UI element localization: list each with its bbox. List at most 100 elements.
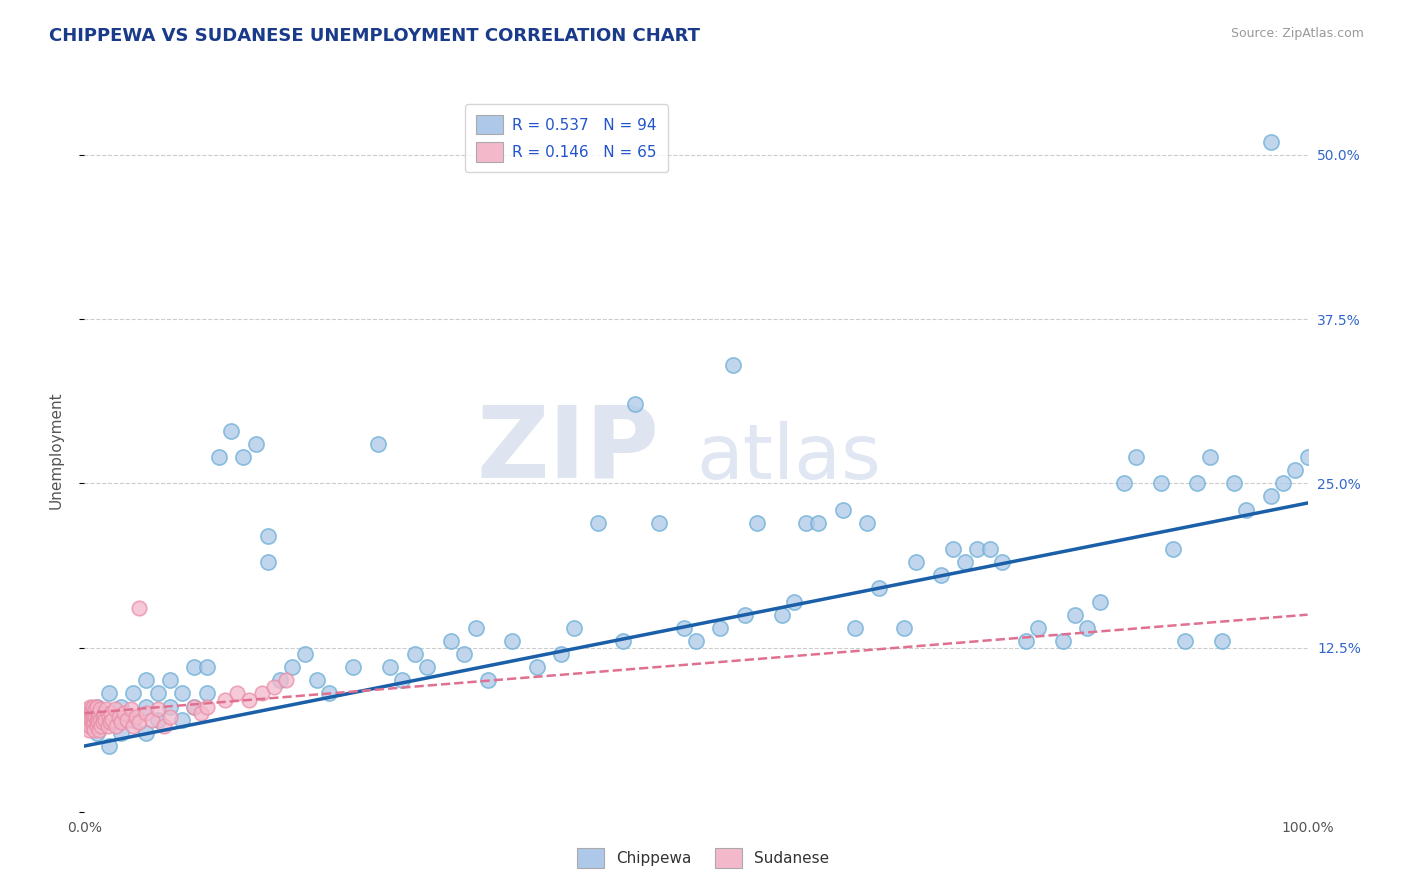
Point [232,450,254,464]
Point [97,713,120,727]
Point [135,699,157,714]
Point [1284,463,1306,477]
Point [294,647,316,661]
Point [1223,476,1246,491]
Point [1015,634,1038,648]
Point [97,686,120,700]
Point [120,702,142,716]
Point [1211,634,1233,648]
Point [84,710,107,724]
Point [979,541,1001,556]
Point [77,719,100,733]
Point [794,516,817,530]
Text: ZIP: ZIP [477,402,659,499]
Point [82,710,104,724]
Point [83,723,105,738]
Point [141,713,163,727]
Point [1272,476,1295,491]
Point [77,702,100,716]
Point [942,541,965,556]
Point [79,719,101,733]
Point [83,706,105,721]
Point [135,726,157,740]
Point [183,699,205,714]
Point [318,686,340,700]
Point [112,706,135,721]
Point [391,673,413,688]
Point [159,699,181,714]
Point [1187,476,1209,491]
Point [183,660,205,674]
Point [214,693,236,707]
Point [257,555,280,569]
Point [146,686,169,700]
Point [1174,634,1197,648]
Point [648,516,671,530]
Point [101,713,124,727]
Point [84,702,107,716]
Point [125,710,148,724]
Point [685,634,707,648]
Point [477,673,499,688]
Point [502,634,524,648]
Point [1150,476,1173,491]
Point [562,621,585,635]
Point [97,739,120,753]
Point [146,713,169,727]
Point [77,706,100,721]
Point [96,702,118,716]
Point [1161,541,1184,556]
Point [1028,621,1050,635]
Point [257,529,280,543]
Point [100,706,122,721]
Point [107,710,129,724]
Point [1064,607,1087,622]
Text: atlas: atlas [696,421,880,495]
Point [1076,621,1098,635]
Y-axis label: Unemployment: Unemployment [49,392,63,509]
Point [159,673,181,688]
Point [86,699,108,714]
Point [80,702,103,716]
Point [94,713,117,727]
Point [440,634,463,648]
Point [82,719,104,733]
Point [1125,450,1147,464]
Point [966,541,988,556]
Point [80,715,103,730]
Point [526,660,548,674]
Point [86,699,108,714]
Point [281,660,304,674]
Point [105,719,128,733]
Point [135,706,157,721]
Point [208,450,231,464]
Legend: R = 0.537   N = 94, R = 0.146   N = 65: R = 0.537 N = 94, R = 0.146 N = 65 [465,104,668,172]
Point [1198,450,1220,464]
Text: CHIPPEWA VS SUDANESE UNEMPLOYMENT CORRELATION CHART: CHIPPEWA VS SUDANESE UNEMPLOYMENT CORREL… [49,27,700,45]
Point [464,621,486,635]
Point [276,673,298,688]
Point [342,660,364,674]
Point [86,713,108,727]
Point [1260,490,1282,504]
Point [734,607,756,622]
Point [128,715,150,730]
Point [87,710,110,724]
Point [86,726,108,740]
Point [87,715,110,730]
Point [953,555,976,569]
Point [844,621,866,635]
Point [245,437,267,451]
Point [250,686,273,700]
Point [1296,450,1319,464]
Point [831,502,853,516]
Point [159,710,181,724]
Point [416,660,439,674]
Point [91,715,114,730]
Point [122,686,145,700]
Point [195,686,218,700]
Point [110,726,132,740]
Point [770,607,793,622]
Point [115,713,138,727]
Point [122,719,145,733]
